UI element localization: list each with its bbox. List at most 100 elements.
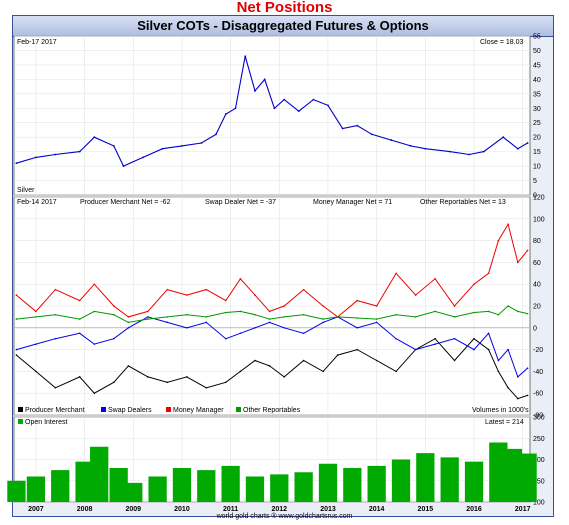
open-interest-bar: [503, 448, 523, 502]
series-point: [526, 367, 529, 369]
price-point: [502, 136, 505, 139]
series-point: [35, 343, 37, 345]
series-point: [356, 317, 358, 319]
series-point: [487, 332, 490, 335]
legend-swatch: [236, 407, 241, 412]
open-interest-bar: [416, 453, 435, 502]
legend-swatch: [166, 407, 171, 412]
series-point: [497, 359, 500, 362]
series-point: [434, 343, 436, 345]
open-interest-bar: [270, 474, 289, 502]
legend-label: Open Interest: [25, 419, 67, 426]
series-point: [302, 332, 305, 335]
oi-y-tick-label: 100: [533, 500, 545, 507]
series-point: [186, 327, 188, 329]
price-point: [93, 136, 96, 139]
legend-label: Other Reportables: [243, 407, 301, 414]
price-point: [424, 147, 427, 150]
oi-y-tick-label: 300: [533, 415, 545, 422]
series-point: [375, 305, 378, 307]
series-point: [15, 294, 18, 296]
series-point: [487, 348, 490, 351]
series-point: [35, 316, 37, 318]
series-point: [283, 376, 285, 378]
x-tick-label: 2010: [174, 506, 190, 513]
price-point: [390, 139, 393, 141]
series-point: [268, 365, 271, 367]
price-y-tick-label: 0: [533, 193, 537, 200]
series-point: [336, 316, 339, 318]
price-y-tick-label: 50: [533, 48, 541, 55]
series-point: [224, 381, 227, 384]
series-point: [239, 332, 242, 335]
price-point: [224, 113, 227, 115]
series-point: [322, 370, 324, 373]
series-point: [186, 376, 188, 378]
price-point: [215, 133, 217, 136]
price-date-label: Feb-17 2017: [17, 39, 57, 46]
series-point: [473, 337, 475, 340]
series-point: [186, 313, 188, 316]
x-tick-label: 2015: [418, 506, 434, 513]
x-tick-label: 2013: [320, 506, 336, 513]
net-y-tick-label: 40: [533, 282, 541, 289]
legend-swatch: [18, 419, 23, 424]
series-point: [112, 381, 115, 384]
series-point: [395, 272, 397, 275]
open-interest-bar: [245, 476, 265, 502]
open-interest-bar: [367, 465, 386, 502]
open-interest-bar: [26, 476, 46, 502]
series-point: [517, 376, 519, 378]
series-point: [473, 311, 475, 314]
series-point: [487, 310, 490, 313]
oi-y-tick-label: 200: [533, 457, 545, 464]
series-point: [205, 288, 208, 291]
price-point: [254, 90, 256, 92]
price-y-tick-label: 55: [533, 34, 541, 41]
net-y-tick-label: -40: [533, 369, 543, 376]
series-point: [322, 305, 324, 307]
x-tick-label: 2008: [77, 506, 93, 513]
series-point: [93, 343, 96, 345]
series-point: [414, 294, 417, 296]
price-point: [516, 147, 519, 150]
series-point: [497, 239, 500, 242]
price-y-tick-label: 15: [533, 149, 541, 156]
series-point: [239, 370, 242, 373]
series-point: [375, 321, 378, 324]
price-point: [263, 78, 266, 81]
series-point: [254, 359, 256, 362]
open-interest-bar: [148, 476, 167, 502]
series-point: [517, 310, 519, 313]
series-point: [507, 386, 509, 389]
series-point: [268, 318, 271, 320]
series-point: [473, 348, 475, 351]
price-point: [161, 147, 164, 150]
series-point: [302, 288, 305, 291]
x-tick-label: 2007: [28, 506, 44, 513]
close-label: Close = 18.03: [480, 39, 523, 46]
price-point: [273, 107, 276, 110]
series-point: [186, 294, 188, 296]
series-point: [35, 310, 37, 313]
net-y-tick-label: 60: [533, 260, 541, 267]
price-point: [234, 107, 237, 110]
series-point: [147, 318, 149, 320]
net-header-label: Producer Merchant Net = -62: [80, 199, 171, 206]
series-point: [93, 283, 96, 286]
legend-swatch: [101, 407, 106, 412]
series-point: [112, 337, 115, 340]
legend-swatch: [18, 407, 23, 412]
x-tick-label: 2011: [223, 506, 238, 513]
net-y-tick-label: 0: [533, 325, 537, 332]
series-point: [205, 321, 208, 324]
price-line: [16, 56, 528, 167]
series-point: [127, 327, 130, 329]
net-y-tick-label: -60: [533, 391, 543, 398]
open-interest-bar: [124, 482, 143, 502]
series-point: [254, 327, 256, 329]
price-point: [341, 127, 344, 130]
net-date-label: Feb-14 2017: [17, 199, 57, 206]
series-point: [395, 370, 397, 373]
series-point: [78, 376, 81, 378]
